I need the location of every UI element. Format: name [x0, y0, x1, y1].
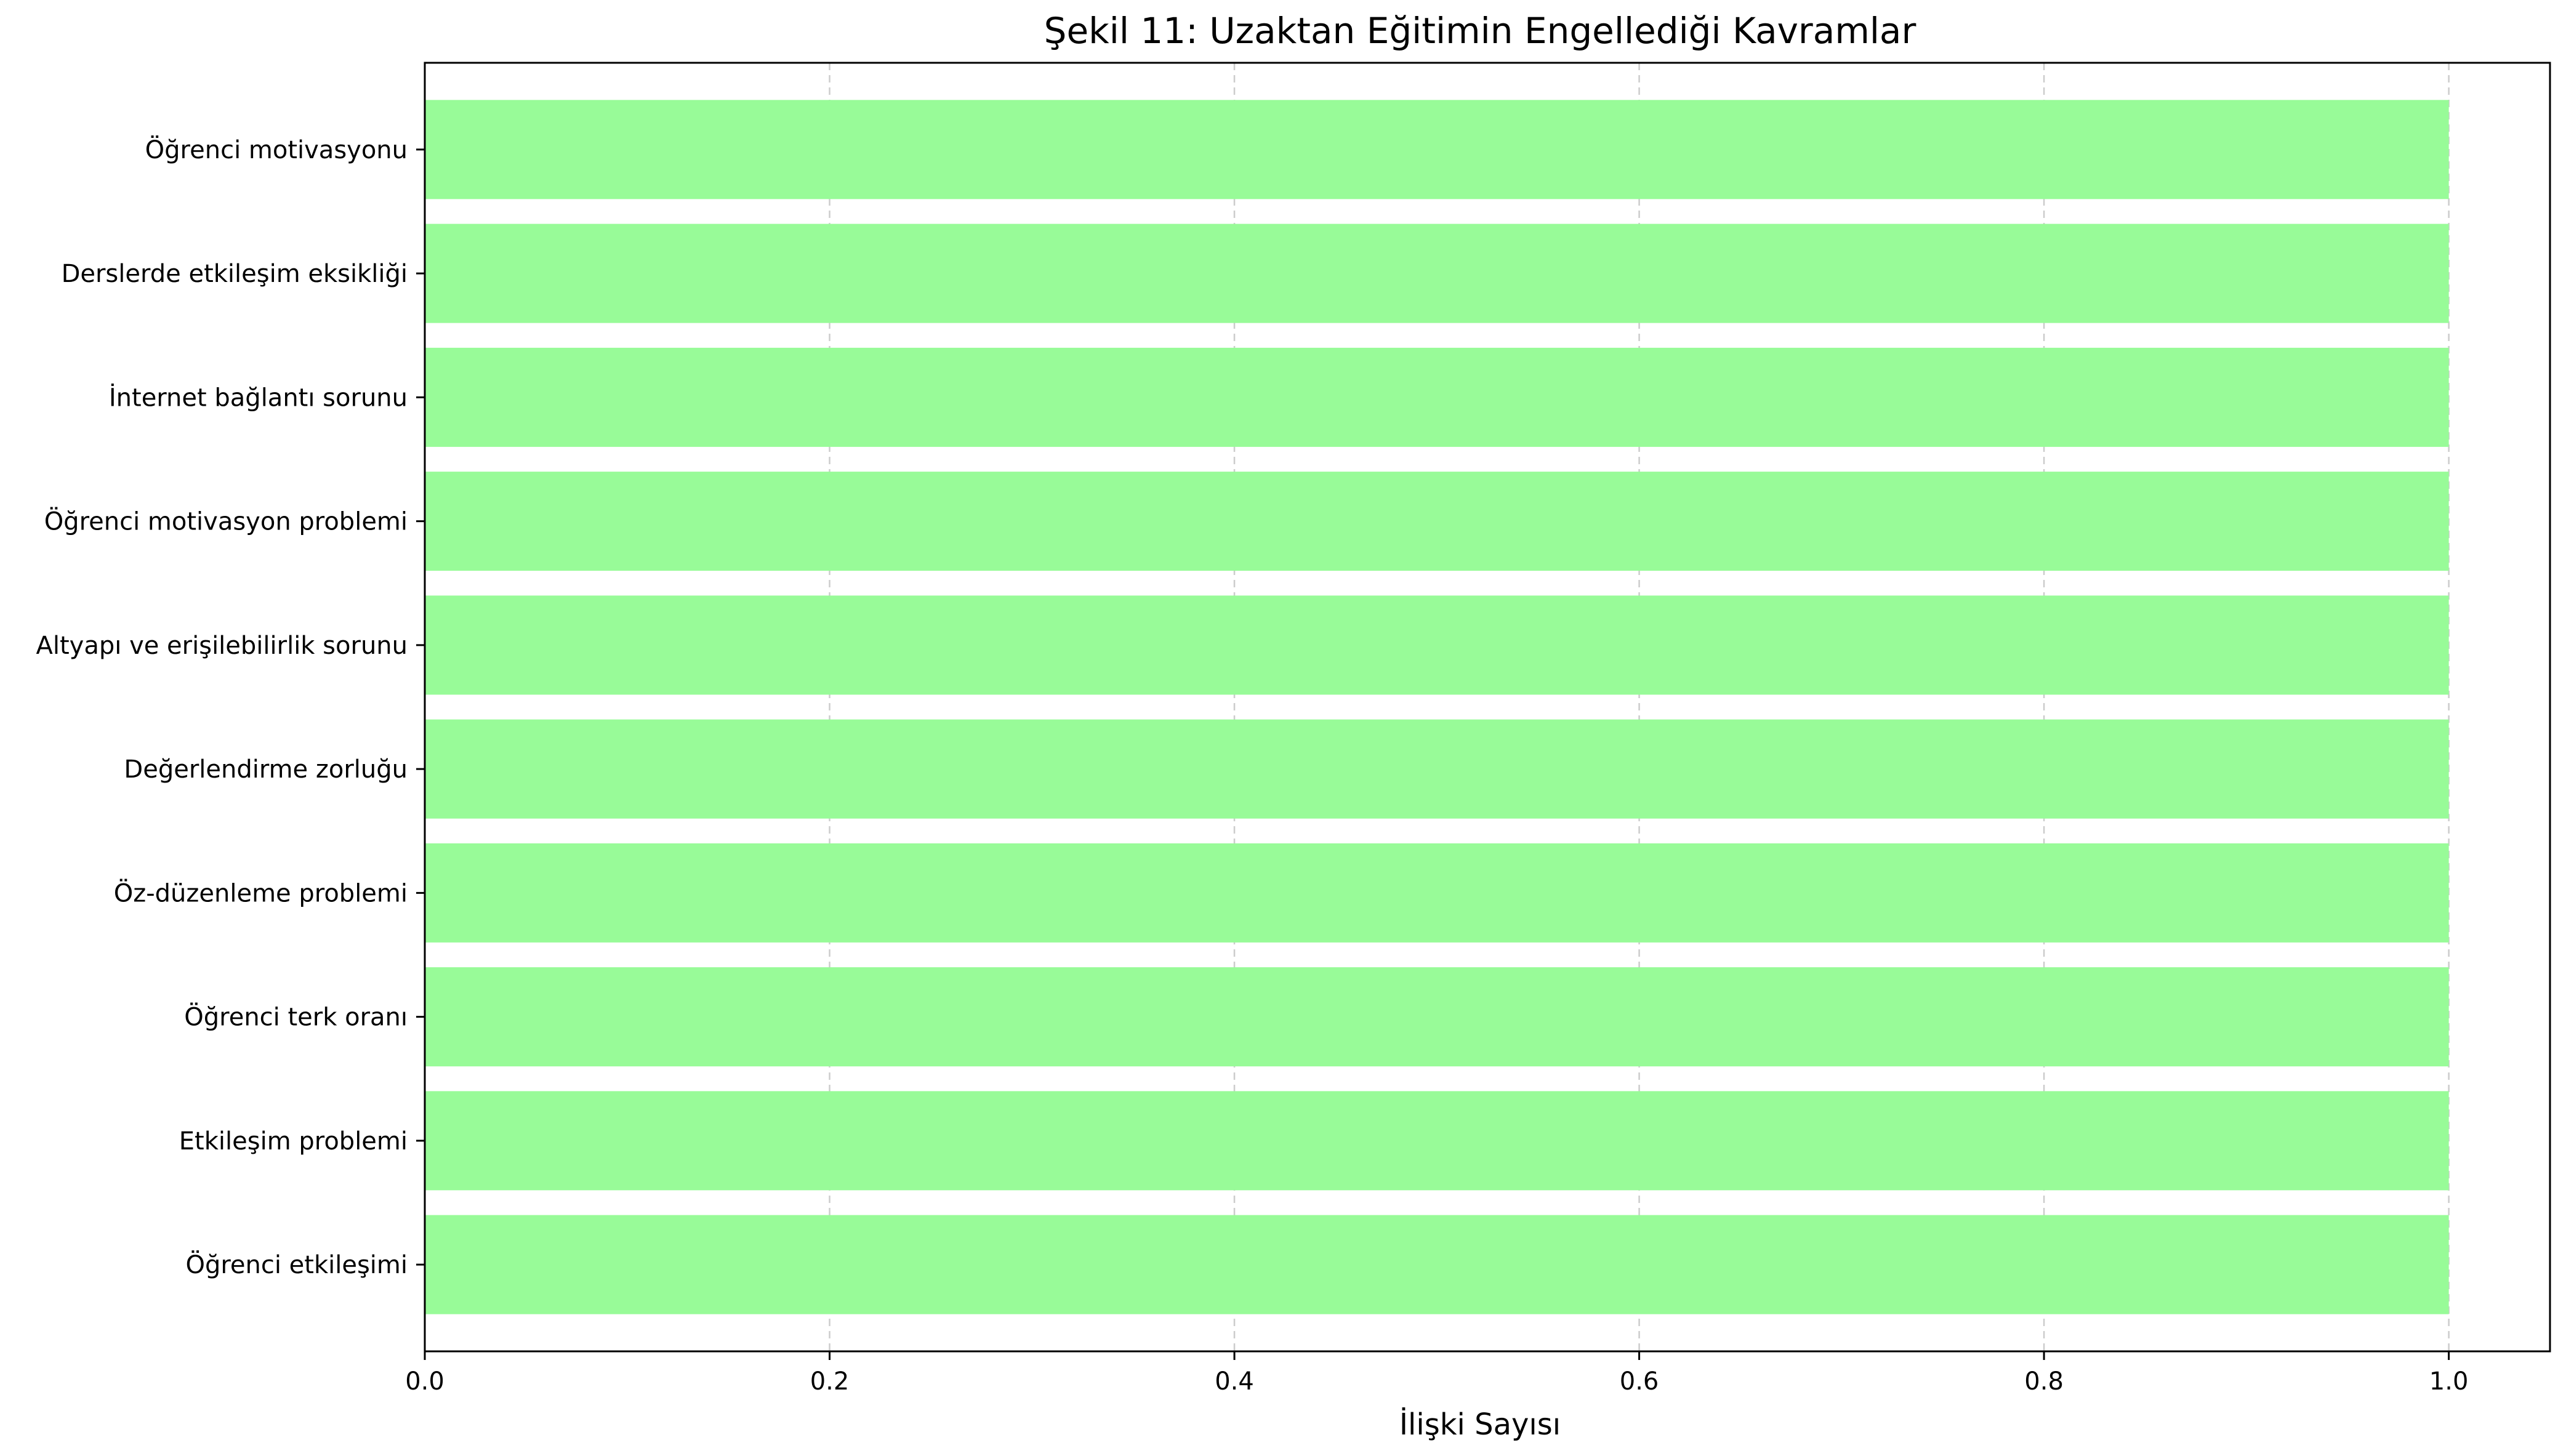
- bar: [425, 595, 2449, 695]
- bars: [425, 100, 2449, 1314]
- y-tick-label: Öğrenci etkileşimi: [185, 1250, 408, 1279]
- bar: [425, 967, 2449, 1067]
- bar: [425, 1091, 2449, 1191]
- y-tick-label: Öğrenci motivasyonu: [145, 135, 408, 164]
- x-tick-label: 0.0: [405, 1367, 444, 1396]
- y-tick-label: Öğrenci terk oranı: [184, 1002, 408, 1032]
- y-tick-labels: Öğrenci motivasyonu Derslerde etkileşim e…: [36, 135, 425, 1279]
- y-tick-label: Etkileşim problemi: [179, 1127, 408, 1156]
- x-tick-label: 0.8: [2024, 1367, 2064, 1396]
- y-tick-label: Derslerde etkileşim eksikliği: [62, 260, 408, 288]
- x-tick-label: 0.6: [1620, 1367, 1659, 1396]
- y-tick-label: Öz-düzenleme problemi: [114, 878, 408, 907]
- x-axis-label: İlişki Sayısı: [1399, 1407, 1561, 1442]
- bar: [425, 843, 2449, 943]
- y-tick-label: İnternet bağlantı sorunu: [109, 382, 408, 412]
- bar: [425, 1215, 2449, 1314]
- y-tick-label: Altyapı ve erişilebilirlik sorunu: [36, 632, 408, 660]
- x-tick-labels: 0.0 0.2 0.4 0.6 0.8 1.0: [405, 1351, 2468, 1396]
- bar: [425, 472, 2449, 571]
- bar: [425, 223, 2449, 323]
- bar: [425, 347, 2449, 447]
- x-tick-label: 0.4: [1215, 1367, 1254, 1396]
- x-tick-label: 1.0: [2429, 1367, 2469, 1396]
- x-tick-label: 0.2: [810, 1367, 850, 1396]
- bar: [425, 100, 2449, 199]
- y-tick-label: Değerlendirme zorluğu: [124, 755, 408, 784]
- bar: [425, 719, 2449, 819]
- chart-title: Şekil 11: Uzaktan Eğitimin Engellediği K…: [1044, 10, 1916, 52]
- y-tick-label: Öğrenci motivasyon problemi: [44, 507, 408, 536]
- plot-frame: [424, 62, 2551, 1353]
